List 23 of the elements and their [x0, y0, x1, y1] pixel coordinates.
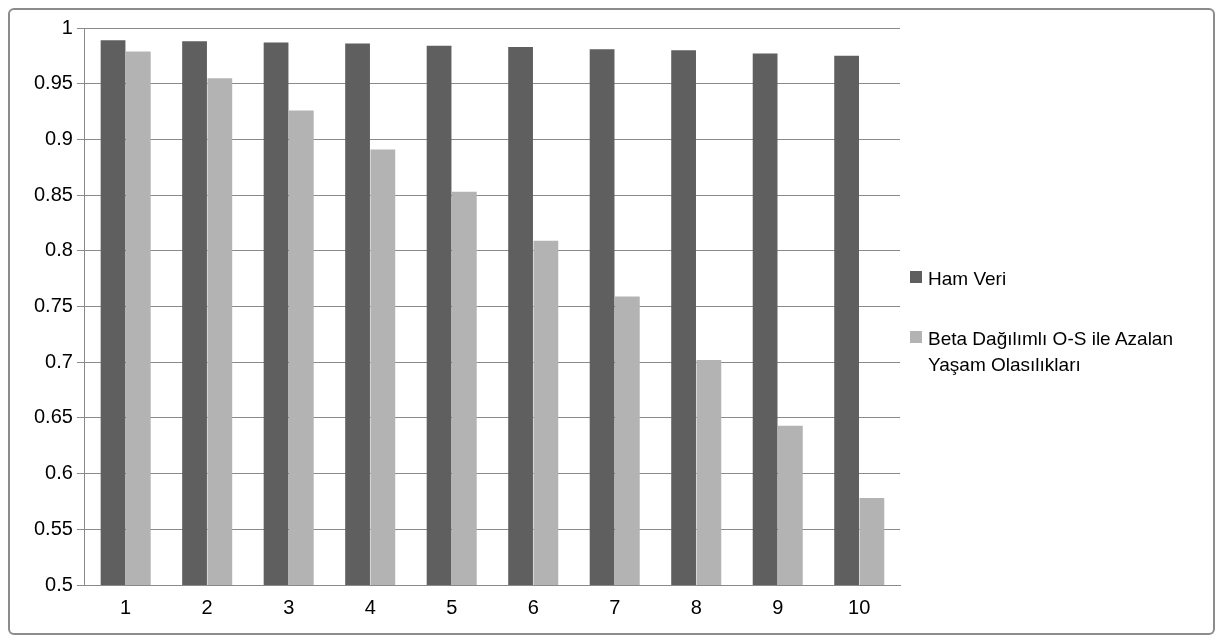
x-tick-label: 2 [201, 595, 213, 618]
y-tick-label: 0.95 [33, 71, 73, 94]
y-tick-label: 0.9 [45, 126, 73, 149]
y-tick-label: 0.7 [45, 349, 73, 372]
x-tick-label: 6 [527, 595, 539, 618]
y-tick-label: 0.6 [45, 461, 73, 484]
y-tick-label: 1 [61, 15, 73, 38]
y-tick-label: 0.55 [33, 516, 73, 539]
x-tick-label: 4 [364, 595, 376, 618]
x-tick-label: 7 [609, 595, 621, 618]
y-tick-label: 0.65 [33, 405, 73, 428]
y-tick-label: 0.75 [33, 294, 73, 317]
x-tick-label: 1 [120, 595, 132, 618]
x-tick-label: 10 [848, 595, 871, 618]
y-tick-label: 0.8 [45, 238, 73, 261]
x-tick-label: 8 [690, 595, 702, 618]
x-tick-label: 5 [446, 595, 458, 618]
legend-label: Ham Veri [928, 266, 1007, 291]
legend-label: Beta Dağılımlı O-S ile Azalan Yaşam Olasılıkları [928, 326, 1174, 377]
x-tick-label: 9 [772, 595, 784, 618]
y-tick-label: 0.5 [45, 572, 73, 595]
x-tick-label: 3 [283, 595, 295, 618]
y-tick-label: 0.85 [33, 182, 73, 205]
